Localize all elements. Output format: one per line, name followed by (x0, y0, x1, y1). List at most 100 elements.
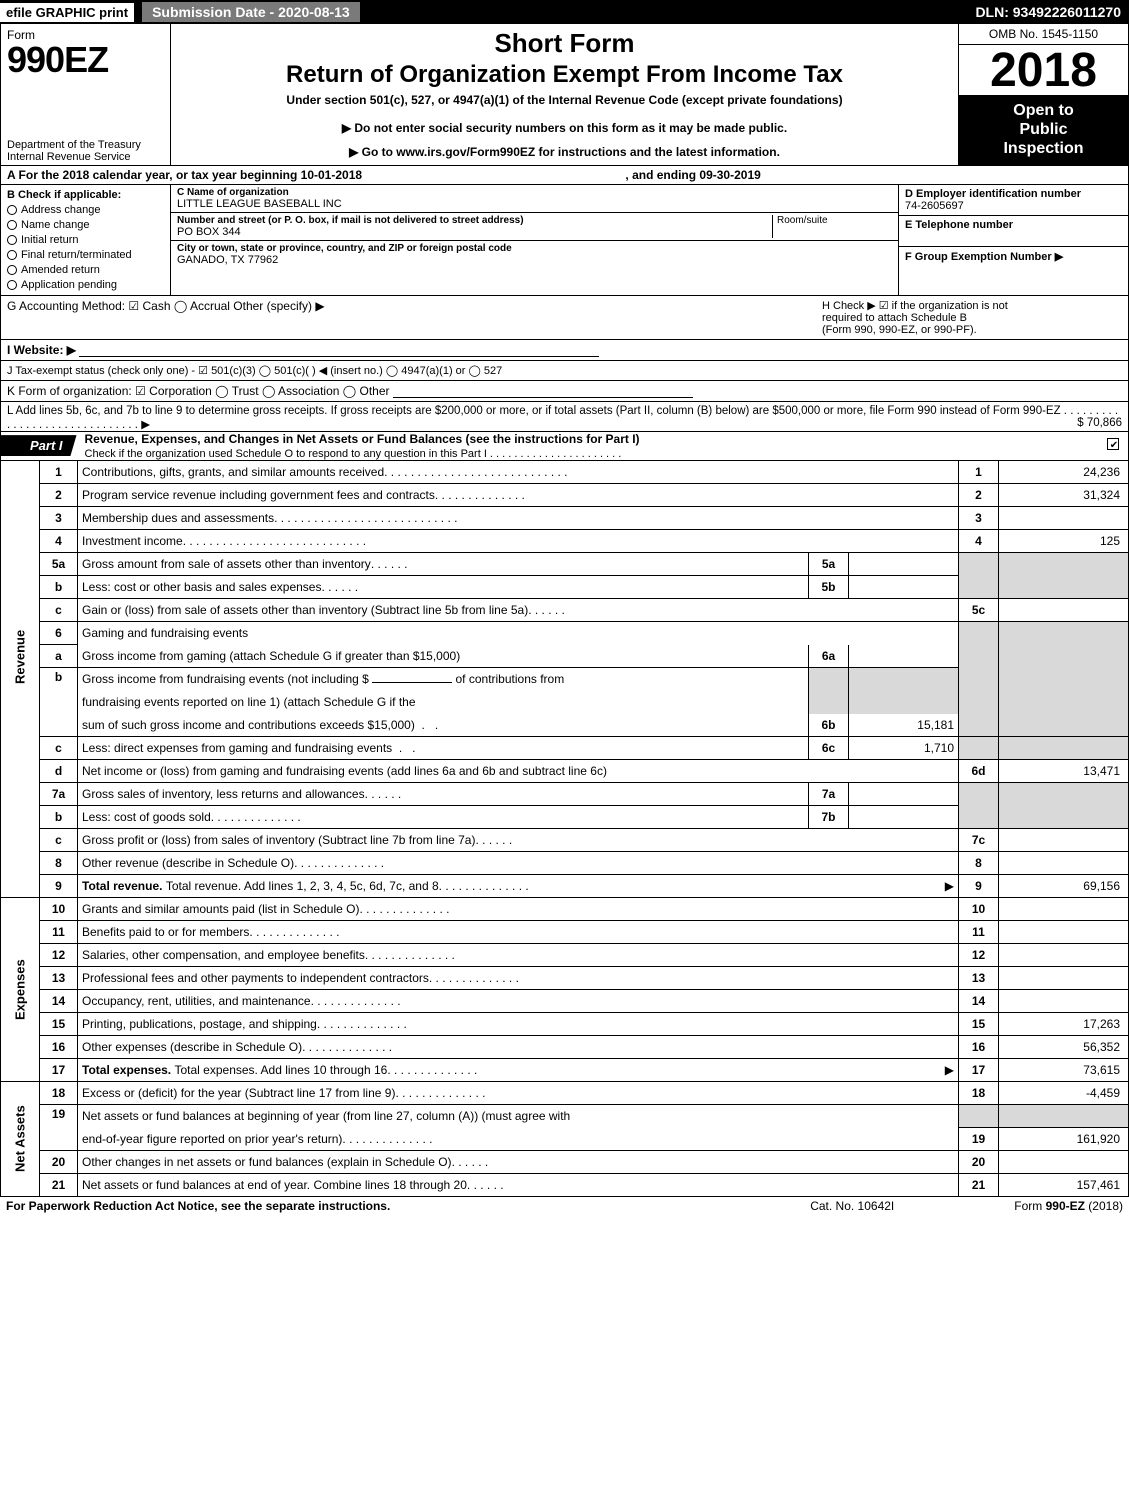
part-1-header: Part I Revenue, Expenses, and Changes in… (0, 432, 1129, 461)
form-header: Form 990EZ Department of the Treasury In… (0, 24, 1129, 166)
label-initial-return: Initial return (21, 234, 78, 246)
line-5a-num: 5a (40, 553, 78, 576)
line-6d-desc: Net income or (loss) from gaming and fun… (78, 760, 959, 783)
open-line3: Inspection (959, 139, 1128, 158)
form-id-block: Form 990EZ Department of the Treasury In… (1, 24, 171, 165)
part-1-schedule-o-check[interactable] (1098, 438, 1128, 453)
checkbox-application-pending[interactable] (7, 280, 17, 290)
checkbox-name-change[interactable] (7, 220, 17, 230)
row-k-org: K Form of organization: ☑ Corporation ◯ … (0, 381, 1129, 402)
line-10-ref: 10 (959, 898, 999, 921)
line-5a-val (849, 553, 959, 576)
return-title: Return of Organization Exempt From Incom… (179, 61, 950, 89)
form-of-organization: K Form of organization: ☑ Corporation ◯ … (7, 384, 390, 398)
line-21-ref: 21 (959, 1174, 999, 1197)
line-6a-val (849, 645, 959, 668)
city-value: GANADO, TX 77962 (177, 254, 512, 266)
line-7b-val (849, 806, 959, 829)
line-6b-val: 15,181 (849, 714, 959, 737)
under-section: Under section 501(c), 527, or 4947(a)(1)… (179, 93, 950, 107)
footer-catalog: Cat. No. 10642I (810, 1199, 894, 1213)
line-15-desc: Printing, publications, postage, and shi… (78, 1013, 959, 1036)
line-6c-num: c (40, 737, 78, 760)
line-18-num: 18 (40, 1082, 78, 1105)
shade-19-val (999, 1105, 1129, 1128)
line-18-val: -4,459 (999, 1082, 1129, 1105)
part-1-title: Revenue, Expenses, and Changes in Net As… (77, 432, 1098, 460)
checkbox-final-return[interactable] (7, 250, 17, 260)
line-7a-val (849, 783, 959, 806)
line-4-ref: 4 (959, 530, 999, 553)
section-c: C Name of organization LITTLE LEAGUE BAS… (171, 185, 898, 295)
line-7b-num: b (40, 806, 78, 829)
part-1-tag: Part I (0, 435, 77, 456)
period-start: A For the 2018 calendar year, or tax yea… (7, 168, 362, 182)
line-21-num: 21 (40, 1174, 78, 1197)
line-20-desc: Other changes in net assets or fund bala… (78, 1151, 959, 1174)
line-19-desc1: Net assets or fund balances at beginning… (78, 1105, 959, 1128)
checkbox-amended-return[interactable] (7, 265, 17, 275)
line-7a-num: 7a (40, 783, 78, 806)
line-20-ref: 20 (959, 1151, 999, 1174)
website-label: I Website: ▶ (7, 343, 76, 357)
line-13-ref: 13 (959, 967, 999, 990)
public-inspection-box: Open to Public Inspection (959, 95, 1128, 165)
department-label: Department of the Treasury Internal Reve… (7, 139, 164, 163)
line-8-desc: Other revenue (describe in Schedule O) (78, 852, 959, 875)
line-20-val (999, 1151, 1129, 1174)
checkbox-address-change[interactable] (7, 205, 17, 215)
row-i-website: I Website: ▶ (0, 340, 1129, 361)
line-2-desc: Program service revenue including govern… (78, 484, 959, 507)
line-6d-val: 13,471 (999, 760, 1129, 783)
line-17-num: 17 (40, 1059, 78, 1082)
line-2-ref: 2 (959, 484, 999, 507)
line-6-num: 6 (40, 622, 78, 645)
line-11-ref: 11 (959, 921, 999, 944)
shade-19 (959, 1105, 999, 1128)
line-6a-ref: 6a (809, 645, 849, 668)
line-6b-desc2: fundraising events reported on line 1) (… (78, 691, 809, 714)
line-3-desc: Membership dues and assessments (78, 507, 959, 530)
dln: DLN: 93492226011270 (975, 4, 1129, 20)
line-14-desc: Occupancy, rent, utilities, and maintena… (78, 990, 959, 1013)
line-5b-desc: Less: cost or other basis and sales expe… (78, 576, 809, 599)
line-6d-ref: 6d (959, 760, 999, 783)
line-3-val (999, 507, 1129, 530)
checkbox-initial-return[interactable] (7, 235, 17, 245)
line-16-num: 16 (40, 1036, 78, 1059)
line-14-ref: 14 (959, 990, 999, 1013)
org-name: LITTLE LEAGUE BASEBALL INC (177, 198, 892, 210)
goto-link-text: ▶ Go to www.irs.gov/Form990EZ for instru… (179, 145, 950, 159)
line-8-num: 8 (40, 852, 78, 875)
line-13-desc: Professional fees and other payments to … (78, 967, 959, 990)
other-org-field[interactable] (393, 397, 693, 398)
line-5b-val (849, 576, 959, 599)
form-code: 990EZ (7, 42, 164, 78)
submission-date: Submission Date - 2020-08-13 (142, 2, 360, 22)
line-15-val: 17,263 (999, 1013, 1129, 1036)
city-label: City or town, state or province, country… (177, 243, 512, 254)
website-field[interactable] (79, 356, 599, 357)
section-b: B Check if applicable: Address change Na… (1, 185, 171, 295)
line-6b-desc1: Gross income from fundraising events (no… (78, 668, 809, 691)
shade-6b-val (849, 668, 959, 714)
room-suite-label: Room/suite (772, 215, 892, 238)
line-6-desc: Gaming and fundraising events (78, 622, 959, 645)
expenses-section-label: Expenses (1, 898, 40, 1082)
org-name-label: C Name of organization (177, 187, 892, 198)
row-j-status: J Tax-exempt status (check only one) - ☑… (0, 361, 1129, 381)
line-1-val: 24,236 (999, 461, 1129, 484)
line-6d-num: d (40, 760, 78, 783)
line-5a-ref: 5a (809, 553, 849, 576)
revenue-section-end (1, 852, 40, 898)
line-11-num: 11 (40, 921, 78, 944)
form-year-block: OMB No. 1545-1150 2018 Open to Public In… (958, 24, 1128, 165)
line-6c-ref: 6c (809, 737, 849, 760)
line-7c-ref: 7c (959, 829, 999, 852)
line-8-val (999, 852, 1129, 875)
tax-year: 2018 (959, 45, 1128, 95)
line-10-desc: Grants and similar amounts paid (list in… (78, 898, 959, 921)
line-7a-ref: 7a (809, 783, 849, 806)
dept-line1: Department of the Treasury (7, 139, 164, 151)
label-application-pending: Application pending (21, 279, 117, 291)
